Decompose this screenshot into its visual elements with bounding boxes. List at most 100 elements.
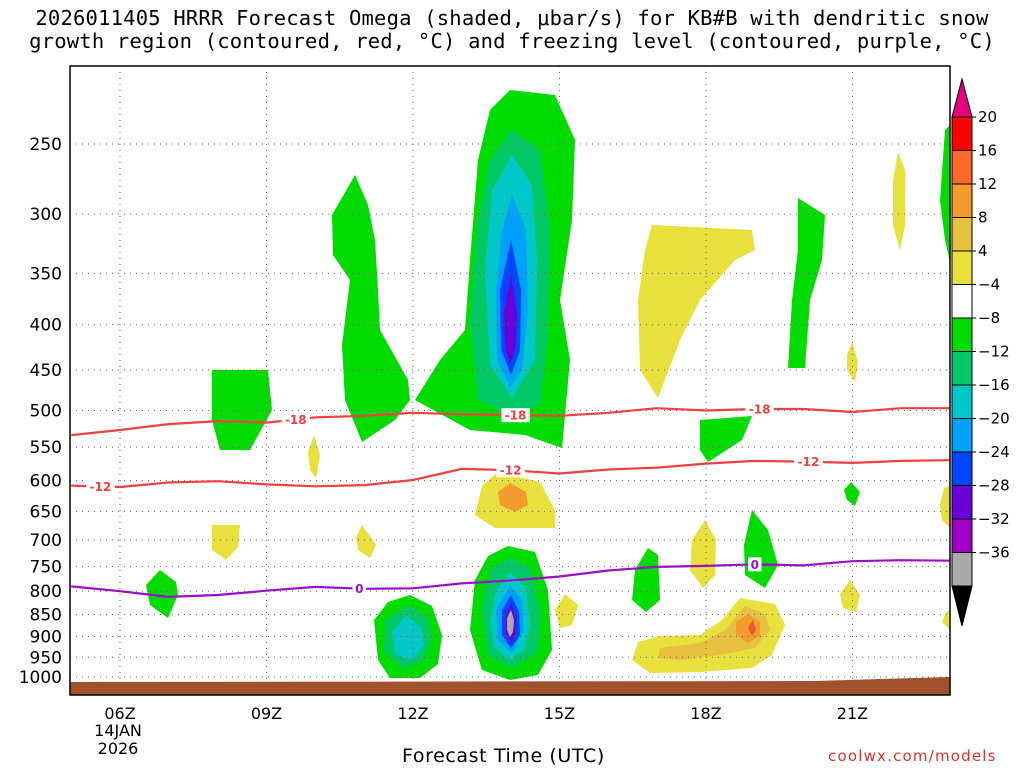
- x-tick-label: 15Z: [544, 704, 575, 723]
- isotherm-label: -12: [500, 464, 522, 478]
- y-tick-label: 650: [30, 502, 62, 522]
- y-tick-label: 600: [30, 472, 62, 492]
- omega-positive-region-8: [356, 525, 376, 558]
- colorbar-tick-label: −24: [978, 443, 1010, 461]
- colorbar-tick-label: −28: [978, 477, 1010, 495]
- colorbar-swatch: [951, 284, 973, 319]
- x-axis-date-year: 2026: [98, 739, 139, 758]
- colorbar-swatch: [951, 317, 973, 352]
- isotherm-label-bg: [794, 454, 823, 469]
- omega-positive-region-11: [940, 486, 950, 528]
- colorbar-tick-label: −32: [978, 510, 1010, 528]
- isotherm-label-bg: [352, 581, 367, 596]
- colorbar-tick-label: 12: [978, 175, 997, 193]
- colorbar-swatch: [951, 116, 973, 151]
- isotherm-label: -18: [505, 409, 527, 423]
- isotherm-label: 0: [751, 558, 759, 572]
- isotherm-label: -18: [285, 413, 307, 427]
- colorbar-swatch: [951, 250, 973, 285]
- x-axis-date-day: 14JAN: [94, 721, 142, 740]
- isotherm-label: 0: [355, 582, 363, 596]
- y-tick-label: 500: [30, 402, 62, 422]
- colorbar-tick-label: 8: [978, 209, 988, 227]
- y-axis-ticks: 2503003504004505005506006507007508008509…: [19, 135, 62, 688]
- isotherm-label-bg: [281, 412, 311, 427]
- y-tick-label: 400: [30, 316, 62, 336]
- omega-blob-green-4: [940, 125, 950, 262]
- chart-title-line-2: growth region (contoured, red, °C) and f…: [29, 29, 995, 53]
- colorbar-tick-label: 16: [978, 142, 997, 160]
- omega-blob-green-3: [700, 416, 752, 462]
- isotherm-label-bg: [501, 408, 530, 423]
- plot-frame: [69, 65, 951, 696]
- omega-positive-region-1: [638, 225, 755, 398]
- x-tick-label: 06Z: [104, 704, 135, 723]
- omega-positive-region-16: [736, 614, 760, 643]
- y-tick-label: 1000: [19, 668, 62, 688]
- y-tick-label: 750: [30, 557, 62, 577]
- colorbar-swatch: [951, 518, 973, 553]
- y-tick-label: 350: [30, 264, 62, 284]
- omega-positive-region-17: [748, 620, 756, 636]
- omega-positive-region-6: [498, 483, 528, 512]
- omega-positive-region-9: [555, 594, 578, 628]
- colorbar-tick-label: −4: [978, 276, 1000, 294]
- omega-core-lower-gray: [507, 610, 514, 637]
- colorbar-swatch: [951, 183, 973, 218]
- colorbar-tick-label: 4: [978, 242, 988, 260]
- omega-positive-region-12: [840, 580, 860, 612]
- colorbar-swatch: [951, 351, 973, 386]
- colorbar-tick-label: 20: [978, 108, 997, 126]
- y-tick-label: 550: [30, 438, 62, 458]
- colorbar-tick-label: −12: [978, 343, 1010, 361]
- colorbar-swatch: [951, 451, 973, 486]
- colorbar-swatch: [951, 150, 973, 185]
- y-tick-label: 950: [30, 648, 62, 668]
- omega-blob-green-2: [788, 198, 825, 368]
- omega-positive-region-2: [893, 152, 905, 250]
- omega-positive-region-10: [690, 520, 716, 588]
- isotherm-lines: -18 -18 -18 -12 -12 -12 0 0: [71, 401, 950, 599]
- omega-positive-region-13: [942, 610, 950, 630]
- colorbar-swatch: [951, 217, 973, 252]
- isotherm-line: [71, 559, 950, 599]
- omega-column-left-green: [332, 175, 410, 442]
- isotherm-label: -18: [749, 402, 771, 416]
- omega-positive-region-7: [212, 525, 240, 560]
- y-tick-label: 850: [30, 606, 62, 626]
- colorbar-top-triangle: [951, 77, 973, 118]
- omega-plume-upper-purple: [504, 275, 517, 365]
- omega-positive-region-4: [308, 435, 320, 478]
- colorbar-bottom-triangle: [951, 585, 973, 627]
- y-tick-label: 700: [30, 531, 62, 551]
- colorbar: 20 16 12 8 4 −4 −8 −12 −16 −20 −24 −28 −32 −36: [951, 77, 1010, 627]
- colorbar-swatch: [951, 552, 973, 587]
- x-axis-label: Forecast Time (UTC): [402, 745, 605, 767]
- colorbar-swatch: [951, 485, 973, 520]
- colorbar-tick-label: −8: [978, 309, 1000, 327]
- omega-blob-green-8: [146, 570, 178, 618]
- isotherm-label-bg: [748, 557, 762, 572]
- source-credit: coolwx.com/models: [828, 747, 997, 765]
- x-tick-label: 18Z: [690, 704, 721, 723]
- isotherm-label-bg: [86, 479, 115, 494]
- x-tick-label: 12Z: [397, 704, 428, 723]
- y-tick-label: 250: [30, 135, 62, 155]
- omega-blob-green-7: [744, 510, 778, 588]
- colorbar-tick-label: −16: [978, 376, 1010, 394]
- isotherm-label: -12: [90, 480, 112, 494]
- isotherm-label-bg: [745, 401, 774, 416]
- x-tick-label: 21Z: [837, 704, 868, 723]
- omega-blob-green-6: [632, 548, 660, 612]
- colorbar-tick-label: −36: [978, 544, 1010, 562]
- omega-blob-green-5: [844, 482, 860, 506]
- y-tick-label: 450: [30, 361, 62, 381]
- x-axis-ticks: 06Z 09Z 12Z 15Z 18Z 21Z: [104, 704, 868, 723]
- y-tick-label: 300: [30, 205, 62, 225]
- omega-positive-region-3: [847, 342, 858, 382]
- chart-title-line-1: 2026011405 HRRR Forecast Omega (shaded, …: [35, 6, 989, 30]
- omega-cluster-lowerleft-cyan: [392, 615, 424, 660]
- isotherm-label-bg: [496, 463, 525, 478]
- colorbar-tick-label: −20: [978, 410, 1010, 428]
